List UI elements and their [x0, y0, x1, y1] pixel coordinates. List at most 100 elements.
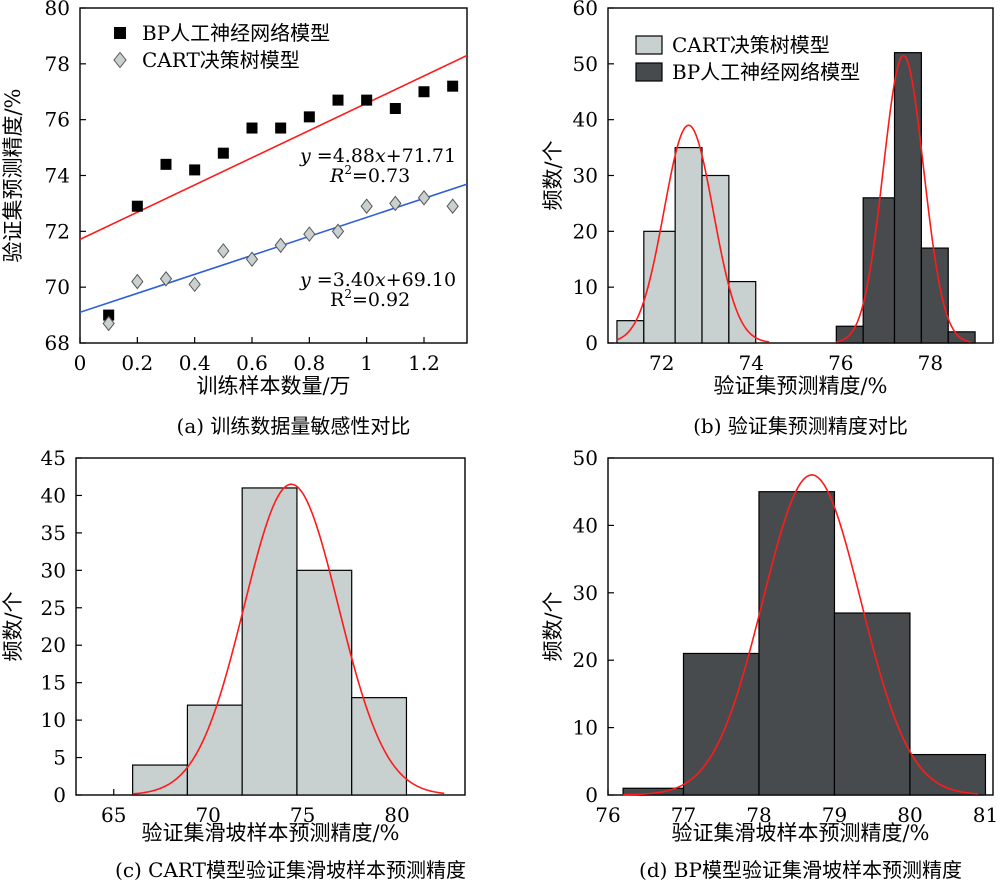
y-tick-label: 74 [45, 164, 70, 188]
histogram-bar [947, 331, 976, 344]
r2-superscript: 2 [344, 163, 352, 177]
legend-swatch [635, 62, 663, 82]
bp-data-point [418, 86, 430, 98]
histogram-bar [920, 247, 949, 344]
cart-data-point [331, 223, 345, 240]
bp-data-point [389, 103, 401, 114]
panel-caption: (d) BP模型验证集滑坡样本预测精度 [639, 858, 962, 882]
legend: CART决策树模型 BP人工神经网络模型 [635, 33, 860, 84]
histogram-bar [241, 487, 298, 796]
y-tick-label: 60 [573, 0, 598, 20]
normal-fit-curve [616, 124, 770, 343]
equation-x: x [375, 269, 386, 291]
legend: BP人工神经网络模型 CART决策树模型 [113, 21, 330, 72]
normal-fit-curve [836, 54, 971, 343]
bp-data-point [103, 309, 115, 321]
x-tick-label: 78 [918, 351, 943, 375]
histogram-bar [728, 280, 757, 344]
r2-symbol: R [329, 165, 344, 187]
y-tick-label: 30 [573, 581, 598, 605]
bp-data-point [361, 94, 373, 106]
histogram-bar [132, 764, 189, 796]
r2-value: =0.73 [352, 165, 410, 187]
y-tick-label: 10 [573, 716, 598, 740]
legend-marker-bp [114, 27, 126, 39]
x-tick-label: 72 [649, 351, 674, 375]
panel-b: 72 74 76 78 0 10 20 30 40 50 60 验证集预测精度/% 频数/个 (b) 验证… [541, 0, 994, 438]
cart-data-point [274, 237, 287, 254]
cart-data-point [188, 276, 201, 293]
histogram-bar [833, 612, 911, 796]
cart-data-point [417, 190, 431, 206]
y-tick-label: 5 [53, 746, 66, 770]
panel-d: 76 77 78 79 80 81 0 10 20 30 40 50 验证集滑坡样本预测精度/% 频数/个… [541, 446, 998, 882]
normal-fit-curve [623, 474, 978, 796]
x-axis-label: 验证集预测精度/% [713, 374, 887, 398]
normal-fit-curve [132, 483, 445, 795]
y-axis-label: 频数/个 [541, 591, 565, 661]
cart-data-point [102, 315, 115, 332]
y-tick-label: 40 [573, 108, 598, 132]
equation-slope: =3.40 [311, 269, 375, 291]
y-tick-label: 78 [45, 52, 70, 76]
x-tick-label: 0 [74, 351, 87, 375]
y-tick-label: 50 [573, 446, 598, 470]
x-tick-label: 80 [897, 803, 922, 827]
x-tick-label: 0.8 [293, 351, 325, 375]
x-tick-label: 1.2 [408, 351, 440, 375]
histogram-bar [296, 569, 353, 796]
histogram-bar [909, 753, 987, 796]
legend-label: CART决策树模型 [672, 33, 830, 57]
y-tick-label: 0 [53, 783, 66, 807]
x-tick-label: 70 [195, 803, 220, 827]
cart-data-point [245, 251, 259, 268]
y-tick-label: 70 [45, 275, 70, 299]
equation-slope: =4.88 [311, 145, 375, 167]
fit-equation: y =3.40x+69.10 [299, 269, 456, 291]
x-tick-label: 77 [671, 803, 696, 827]
r2-superscript: 2 [344, 287, 352, 301]
y-tick-label: 20 [41, 633, 66, 657]
histogram-bar [351, 697, 408, 796]
y-tick-label: 20 [573, 219, 598, 243]
y-tick-label: 40 [573, 513, 598, 537]
cart-data-point [217, 243, 230, 259]
x-tick-label: 76 [828, 351, 853, 375]
bp-data-point [131, 200, 143, 212]
y-tick-label: 10 [41, 708, 66, 732]
fit-r-squared: R2=0.92 [330, 287, 410, 311]
cart-data-point [303, 226, 316, 242]
x-tick-label: 76 [595, 803, 620, 827]
cart-data-point [360, 198, 373, 215]
histogram-bar [682, 652, 760, 796]
x-axis-label: 验证集滑坡样本预测精度/% [141, 821, 399, 845]
bp-data-point [189, 164, 201, 176]
y-axis-label: 验证集预测精度/% [1, 88, 25, 262]
bp-data-point [275, 122, 287, 134]
panel-caption: (c) CART模型验证集滑坡样本预测精度 [115, 858, 466, 882]
histogram-bar [674, 146, 703, 344]
histogram-bar [862, 197, 896, 344]
y-tick-label: 40 [41, 483, 66, 507]
panel-a: 0 0.2 0.4 0.6 0.8 1 1.2 68 70 72 74 76 78 80 训练样本数量/万 验… [1, 0, 468, 438]
legend-label: BP人工神经网络模型 [672, 60, 860, 84]
x-tick-label: 0.6 [236, 351, 268, 375]
x-tick-label: 78 [746, 803, 771, 827]
y-tick-label: 20 [573, 648, 598, 672]
y-axis-label: 频数/个 [541, 140, 565, 210]
equation-variable: y [299, 269, 311, 291]
fit-line-bp [80, 54, 467, 241]
y-tick-label: 0 [585, 331, 598, 355]
equation-intercept: +71.71 [386, 145, 456, 167]
equation-variable: y [299, 145, 311, 167]
fit-r-squared: R2=0.73 [329, 163, 410, 187]
x-tick-label: 1 [360, 351, 373, 375]
x-tick-label: 81 [973, 803, 998, 827]
x-tick-label: 80 [384, 803, 409, 827]
panel-c: 65 70 75 80 0 5 10 15 20 25 30 35 40 45 验证集滑坡样本预测精度/% 频… [1, 446, 466, 882]
x-tick-label: 65 [101, 803, 126, 827]
legend-swatch [635, 35, 663, 55]
y-tick-label: 30 [41, 558, 66, 582]
y-tick-label: 76 [45, 108, 70, 132]
